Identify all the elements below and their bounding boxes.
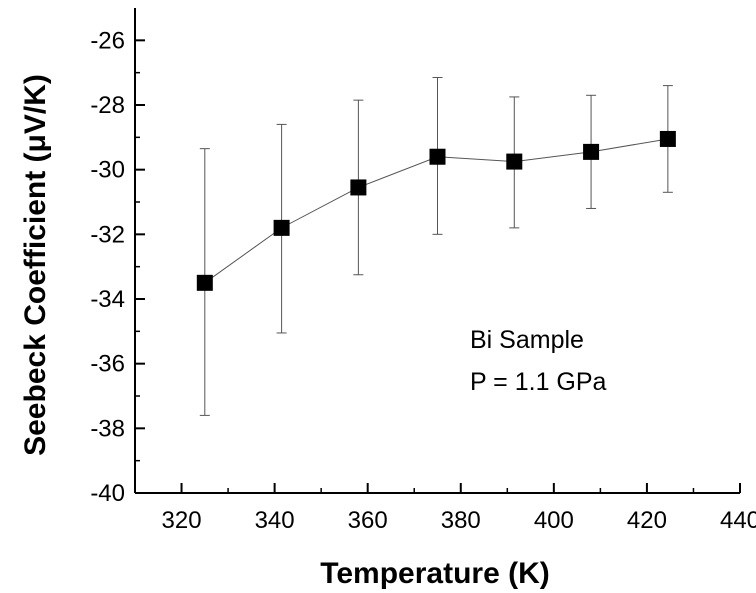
annotation-sample: Bi Sample [470,326,584,354]
x-tick-label: 420 [627,507,667,534]
x-tick-label: 400 [534,507,574,534]
y-tick-label: -36 [90,351,125,378]
x-tick-label: 320 [162,507,202,534]
plot-area [196,77,676,416]
data-point [506,153,523,170]
y-tick-label: -40 [90,480,125,507]
data-point [583,143,600,160]
data-point [196,274,213,291]
annotation-pressure: P = 1.1 GPa [470,368,607,396]
y-tick-label: -34 [90,286,125,313]
x-tick-label: 380 [441,507,481,534]
data-point [350,179,367,196]
y-axis-title: Seebeck Coefficient (μV/K) [19,74,52,456]
y-tick-label: -32 [90,221,125,248]
y-tick-label: -26 [90,27,125,54]
data-point [273,219,290,236]
y-tick-label: -30 [90,157,125,184]
y-tick-label: -38 [90,415,125,442]
x-tick-label: 340 [255,507,295,534]
x-tick-label: 440 [720,507,756,534]
x-tick-label: 360 [348,507,388,534]
y-tick-label: -28 [90,92,125,119]
axes: -40 -38 -36 -34 -32 -30 -28 -26 320 340 360 380 400 4… [90,8,756,534]
data-point [659,130,676,147]
data-point [429,148,446,165]
x-axis-title: Temperature (K) [320,557,549,590]
